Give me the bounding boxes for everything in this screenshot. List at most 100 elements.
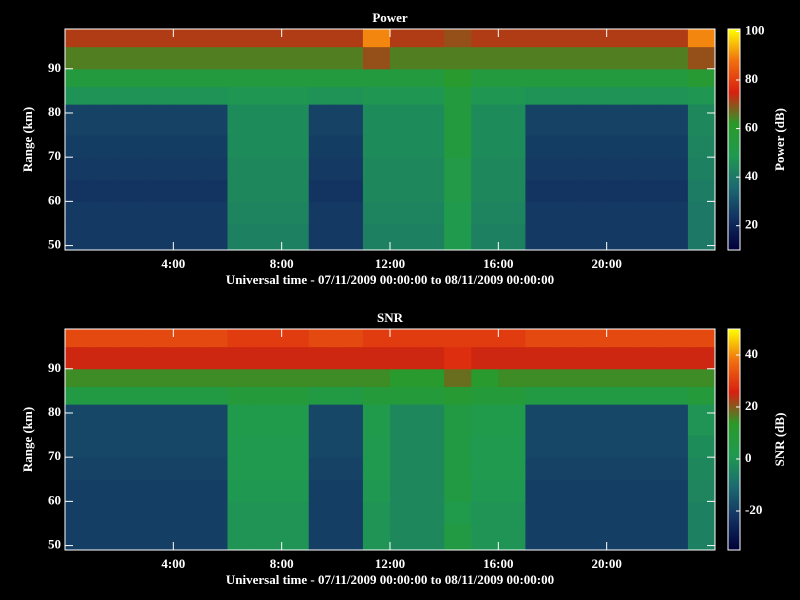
x-tick-label: 12:00 <box>375 256 405 271</box>
heatmap-cell <box>146 46 174 70</box>
y-axis-label: Range (km) <box>20 107 35 172</box>
heatmap-cell <box>390 404 418 436</box>
heatmap-cell <box>606 157 635 180</box>
x-tick-label: 4:00 <box>161 556 185 571</box>
heatmap-cell <box>146 86 174 105</box>
heatmap-cell <box>335 68 364 87</box>
heatmap-cell <box>660 86 689 105</box>
heatmap-cell <box>444 29 472 48</box>
heatmap-cell <box>471 479 499 502</box>
heatmap-cell <box>173 346 201 370</box>
heatmap-cell <box>471 201 499 224</box>
heatmap-cell <box>579 104 608 136</box>
y-tick-label: 60 <box>48 492 61 507</box>
heatmap-cell <box>308 179 337 202</box>
heatmap-cell <box>119 386 147 405</box>
heatmap-cell <box>335 346 364 370</box>
heatmap-cell <box>417 223 445 251</box>
heatmap-cell <box>227 46 256 70</box>
heatmap-cell <box>498 29 526 48</box>
heatmap-cell <box>471 179 499 202</box>
heatmap-cell <box>281 479 310 502</box>
heatmap-cell <box>335 404 364 436</box>
heatmap-cell <box>146 201 174 224</box>
heatmap-cell <box>308 479 337 502</box>
heatmap-cell <box>227 523 256 551</box>
heatmap-cell <box>660 179 689 202</box>
heatmap-cell <box>417 329 445 348</box>
heatmap-cell <box>200 29 228 48</box>
heatmap-cell <box>633 329 662 348</box>
heatmap-cell <box>687 386 716 405</box>
heatmap-cell <box>660 201 689 224</box>
heatmap-cell <box>92 179 120 202</box>
heatmap-cell <box>335 201 364 224</box>
heatmap-cell <box>308 135 337 158</box>
x-axis-label: Universal time - 07/11/2009 00:00:00 to … <box>226 572 554 587</box>
heatmap-cell <box>633 86 662 105</box>
heatmap-cell <box>227 457 256 480</box>
heatmap-cell <box>65 404 93 436</box>
heatmap-cell <box>119 157 147 180</box>
heatmap-cell <box>660 29 689 48</box>
heatmap-cell <box>390 386 418 405</box>
heatmap-cell <box>579 386 608 405</box>
heatmap-cell <box>146 435 174 458</box>
heatmap-cell <box>200 201 228 224</box>
heatmap-cell <box>65 104 93 136</box>
heatmap-cell <box>444 201 472 224</box>
heatmap-cell <box>525 46 553 70</box>
heatmap-cell <box>65 329 93 348</box>
heatmap-cell <box>335 479 364 502</box>
heatmap-cell <box>471 46 499 70</box>
heatmap-cell <box>552 46 581 70</box>
heatmap-cell <box>146 386 174 405</box>
heatmap-cell <box>444 501 472 524</box>
heatmap-cell <box>606 179 635 202</box>
heatmap-cell <box>633 346 662 370</box>
heatmap-cell <box>390 179 418 202</box>
heatmap-cell <box>687 86 716 105</box>
heatmap-cell <box>498 368 526 387</box>
colorbar <box>727 328 741 551</box>
heatmap-cell <box>92 29 120 48</box>
heatmap-cell <box>173 201 201 224</box>
heatmap-cell <box>362 223 391 251</box>
heatmap-cell <box>687 68 716 87</box>
heatmap-cell <box>92 157 120 180</box>
heatmap-cell <box>660 435 689 458</box>
heatmap-cell <box>227 368 256 387</box>
heatmap-cell <box>579 29 608 48</box>
heatmap-cell <box>254 157 283 180</box>
heatmap-cell <box>579 523 608 551</box>
heatmap-cell <box>65 29 93 48</box>
heatmap-cell <box>606 457 635 480</box>
heatmap-cell <box>173 368 201 387</box>
heatmap-cell <box>417 201 445 224</box>
heatmap-cell <box>552 223 581 251</box>
heatmap-cell <box>417 457 445 480</box>
heatmap-cell <box>525 386 553 405</box>
heatmap-cell <box>633 201 662 224</box>
heatmap-cell <box>146 523 174 551</box>
x-tick-label: 16:00 <box>483 556 513 571</box>
heatmap-cell <box>444 104 472 136</box>
heatmap-cell <box>254 29 283 48</box>
colorbar-tick-label: 20 <box>745 398 758 413</box>
heatmap-cell <box>92 523 120 551</box>
heatmap-cell <box>335 435 364 458</box>
heatmap-cell <box>335 523 364 551</box>
heatmap-cell <box>471 346 499 370</box>
heatmap-cell <box>606 368 635 387</box>
heatmap-cell <box>308 46 337 70</box>
heatmap-cell <box>687 223 716 251</box>
heatmap-cell <box>525 523 553 551</box>
heatmap-cell <box>390 479 418 502</box>
heatmap-cell <box>633 501 662 524</box>
heatmap-cell <box>200 157 228 180</box>
heatmap-cell <box>335 86 364 105</box>
heatmap-cell <box>146 368 174 387</box>
heatmap-cell <box>146 501 174 524</box>
heatmap-cell <box>281 104 310 136</box>
